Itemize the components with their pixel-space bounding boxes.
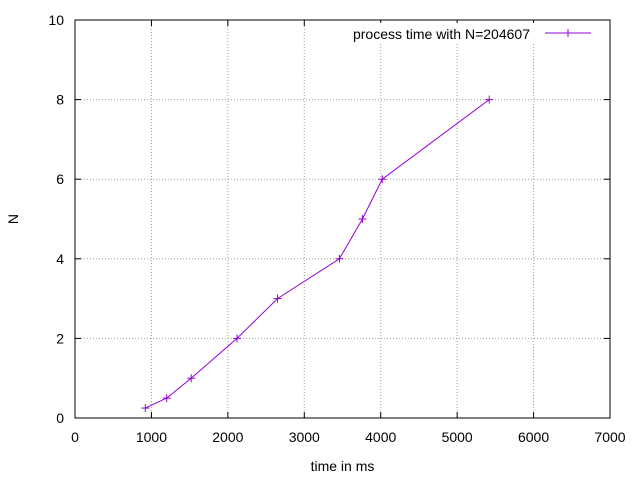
legend: process time with N=204607 <box>325 23 605 44</box>
legend-background <box>325 23 605 44</box>
x-tick-label: 6000 <box>518 429 549 445</box>
y-tick-label: 10 <box>48 12 64 28</box>
y-tick-label: 6 <box>56 171 64 187</box>
x-tick-label: 3000 <box>289 429 320 445</box>
data-point <box>273 294 282 303</box>
y-tick-label: 0 <box>56 410 64 426</box>
plot-frame <box>74 19 611 419</box>
data-point <box>162 394 171 403</box>
data-point <box>233 334 242 343</box>
y-axis-label: N <box>5 214 21 224</box>
x-tick-label: 0 <box>71 429 79 445</box>
x-tick-label: 2000 <box>212 429 243 445</box>
x-axis-tick-labels: 0 1000 2000 3000 4000 5000 6000 7000 <box>71 429 626 445</box>
x-tick-label: 1000 <box>136 429 167 445</box>
legend-label: process time with N=204607 <box>353 26 530 42</box>
y-tick-label: 2 <box>56 330 64 346</box>
y-tick-label: 4 <box>56 251 64 267</box>
x-tick-label: 5000 <box>442 429 473 445</box>
axis-ticks <box>74 19 611 419</box>
data-point <box>485 95 494 104</box>
data-point <box>358 215 367 223</box>
data-point <box>335 254 344 263</box>
data-point <box>141 404 150 413</box>
x-axis-label: time in ms <box>311 458 375 474</box>
legend-marker-plus <box>564 29 572 37</box>
series <box>141 95 494 413</box>
data-point <box>378 175 387 184</box>
data-point <box>187 374 196 383</box>
y-tick-label: 8 <box>56 92 64 108</box>
x-tick-label: 7000 <box>594 429 625 445</box>
y-axis-tick-labels: 0 2 4 6 8 10 <box>48 12 64 426</box>
legend-marker <box>564 29 572 37</box>
x-tick-label: 4000 <box>365 429 396 445</box>
